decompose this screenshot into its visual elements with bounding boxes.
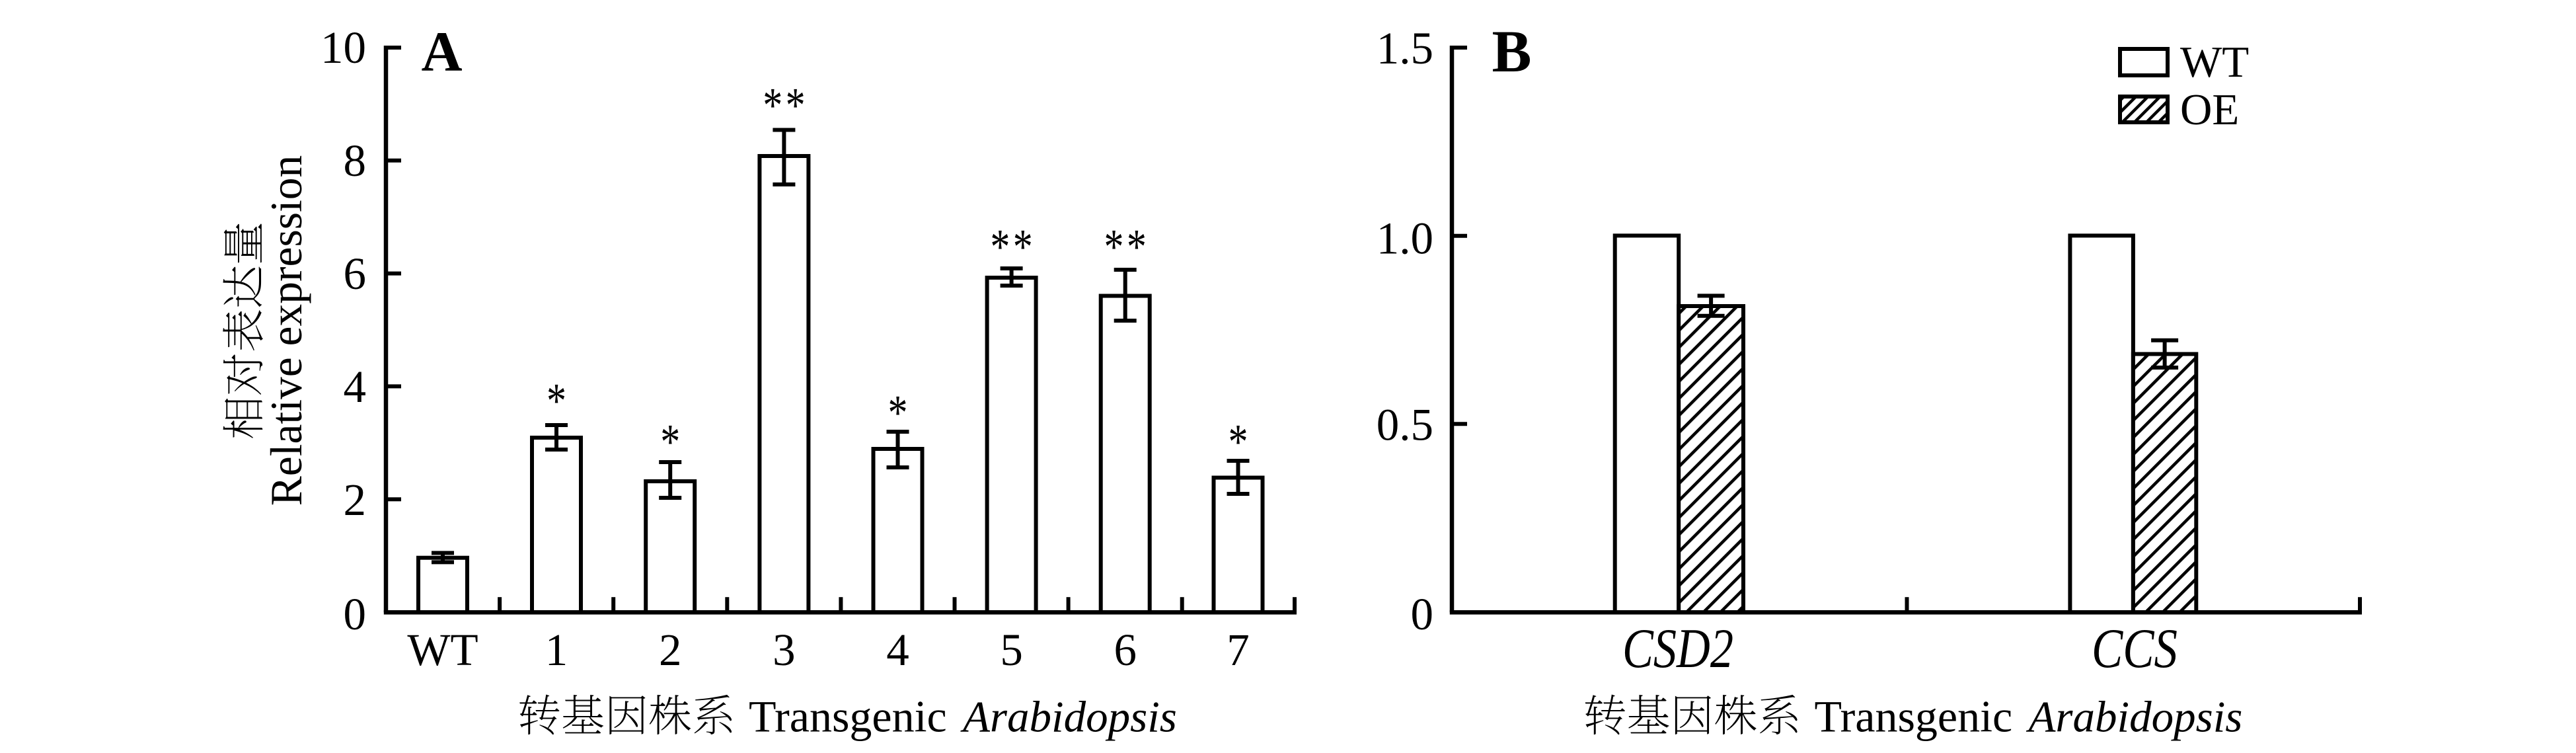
svg-text:4: 4 [886,625,909,675]
svg-text:6: 6 [344,249,367,299]
svg-text:*: * [1229,414,1248,469]
svg-text:0.5: 0.5 [1377,399,1433,450]
svg-text:2: 2 [659,625,682,675]
svg-text:WT: WT [407,625,478,675]
svg-text:*: * [547,373,566,428]
svg-text:5: 5 [1000,625,1023,675]
svg-text:*: * [763,77,782,133]
svg-text:*: * [660,414,680,469]
svg-text:1.0: 1.0 [1377,214,1433,264]
svg-text:Transgenic: Transgenic [1815,692,2013,742]
svg-text:8: 8 [344,136,367,186]
svg-text:1: 1 [545,625,568,675]
svg-text:1.5: 1.5 [1377,23,1433,73]
svg-text:*: * [786,77,806,133]
svg-text:Transgenic: Transgenic [749,692,947,742]
svg-text:*: * [1013,219,1033,274]
svg-text:Arabidopsis: Arabidopsis [960,693,1177,742]
svg-text:WT: WT [2180,38,2249,87]
svg-text:CSD2: CSD2 [1622,617,1733,680]
svg-text:*: * [1104,219,1124,274]
svg-text:*: * [990,219,1010,274]
svg-text:*: * [888,385,908,440]
svg-text:CCS: CCS [2092,617,2178,680]
svg-text:A: A [421,20,462,83]
svg-text:0: 0 [1411,589,1434,639]
svg-text:Arabidopsis: Arabidopsis [2026,693,2243,742]
svg-text:3: 3 [773,625,796,675]
svg-text:B: B [1492,19,1531,85]
svg-text:2: 2 [344,475,367,525]
svg-text:OE: OE [2180,85,2239,134]
svg-text:10: 10 [321,22,366,73]
svg-text:*: * [1127,219,1147,274]
svg-text:4: 4 [344,362,367,412]
svg-text:6: 6 [1114,625,1137,675]
svg-text:Relative expression: Relative expression [262,155,311,506]
svg-text:7: 7 [1227,625,1250,675]
svg-text:0: 0 [344,589,367,639]
